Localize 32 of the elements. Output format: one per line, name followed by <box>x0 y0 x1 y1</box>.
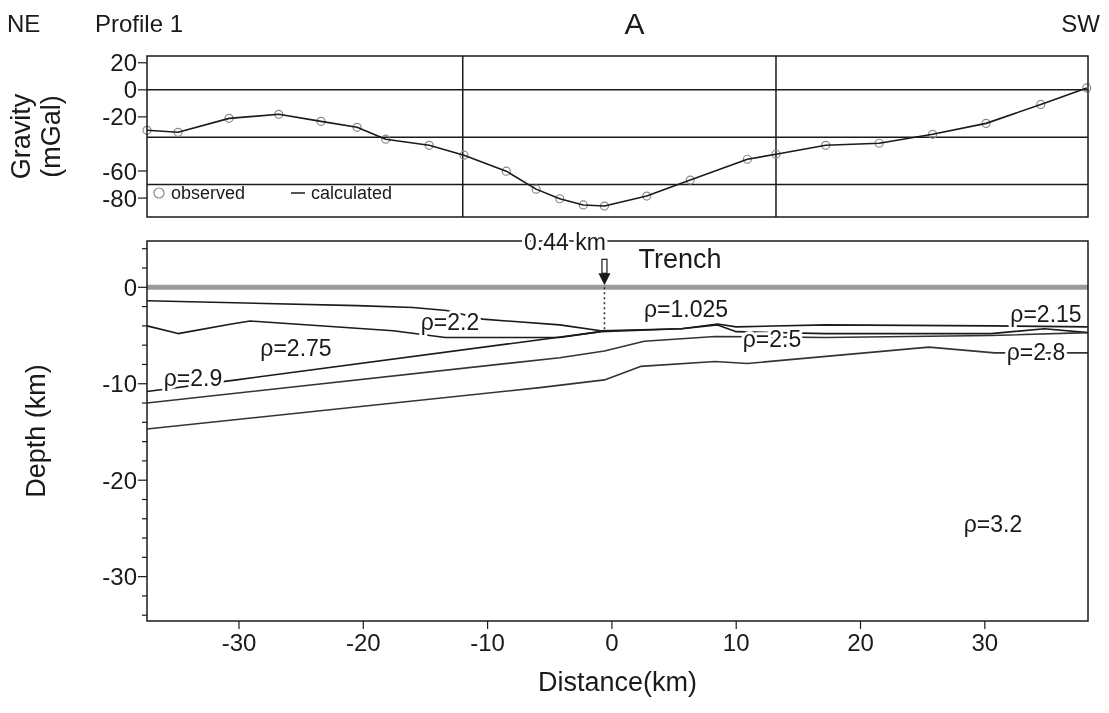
y-tick-label: 20 <box>110 49 137 77</box>
y-tick-label: -10 <box>102 370 137 398</box>
text: NE <box>7 10 41 37</box>
x-tick-label: -30 <box>221 629 257 656</box>
y-tick-label: 0 <box>123 76 137 104</box>
text: Profile 1 <box>95 10 184 37</box>
chart-title: A <box>624 7 645 40</box>
annotation: ρ=2.15 <box>1010 301 1082 327</box>
y-tick-label: -30 <box>102 563 137 591</box>
annotation: ρ=1.025 <box>643 296 729 322</box>
y-tick-label: -80 <box>102 184 137 212</box>
y-tick-label: 0 <box>123 273 137 301</box>
x-axis-title: Distance(km) <box>537 667 698 697</box>
legend-label: calculated <box>311 183 393 203</box>
x-tick-label: 30 <box>971 629 999 656</box>
annotation: ρ=2.75 <box>260 335 332 361</box>
annotation: Trench <box>638 244 722 274</box>
x-tick-label: -20 <box>345 629 381 656</box>
y-axis-title: Depth (km) <box>21 364 51 498</box>
annotation: ρ=2.2 <box>420 309 480 335</box>
text: SW <box>1061 10 1101 37</box>
legend-label: observed <box>171 183 246 203</box>
y-tick-label: -20 <box>102 466 137 494</box>
x-tick-label: 20 <box>847 629 874 656</box>
x-tick-label: 0 <box>605 629 619 656</box>
x-tick-label: 10 <box>722 629 750 656</box>
y-tick-label: -20 <box>102 103 137 131</box>
x-tick-label: -10 <box>470 629 505 656</box>
annotation: ρ=2.9 <box>163 365 223 391</box>
y-axis-title: Gravity (mGal) <box>6 93 66 180</box>
y-tick-label: -60 <box>102 157 137 185</box>
annotation: ρ=3.2 <box>963 511 1023 537</box>
